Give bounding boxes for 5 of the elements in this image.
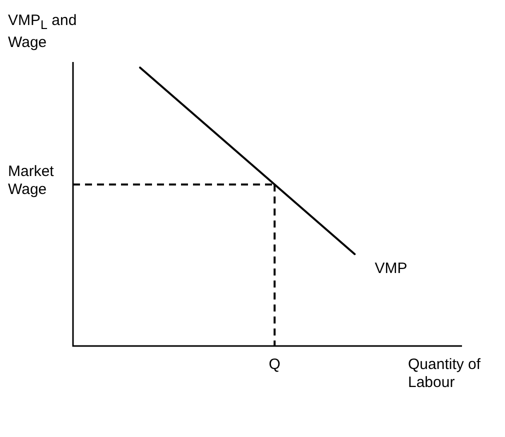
x-axis-title: Quantity of Labour	[408, 356, 482, 392]
ref-line-label: Market Wage	[8, 162, 55, 198]
text: Q	[268, 356, 280, 374]
y-axis-title: VMP$_{L}$ and Wage	[8, 12, 78, 52]
series-label: VMP	[374, 260, 408, 278]
